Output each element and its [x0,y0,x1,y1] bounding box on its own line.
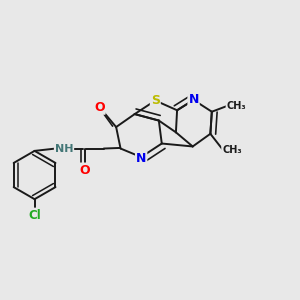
Text: Cl: Cl [28,208,41,222]
Text: O: O [94,101,105,114]
Text: S: S [151,94,160,107]
Text: O: O [79,164,90,176]
Text: N: N [188,93,199,106]
Text: N: N [136,152,146,165]
Text: CH₃: CH₃ [222,145,242,155]
Text: NH: NH [55,143,73,154]
Text: CH₃: CH₃ [226,101,246,111]
